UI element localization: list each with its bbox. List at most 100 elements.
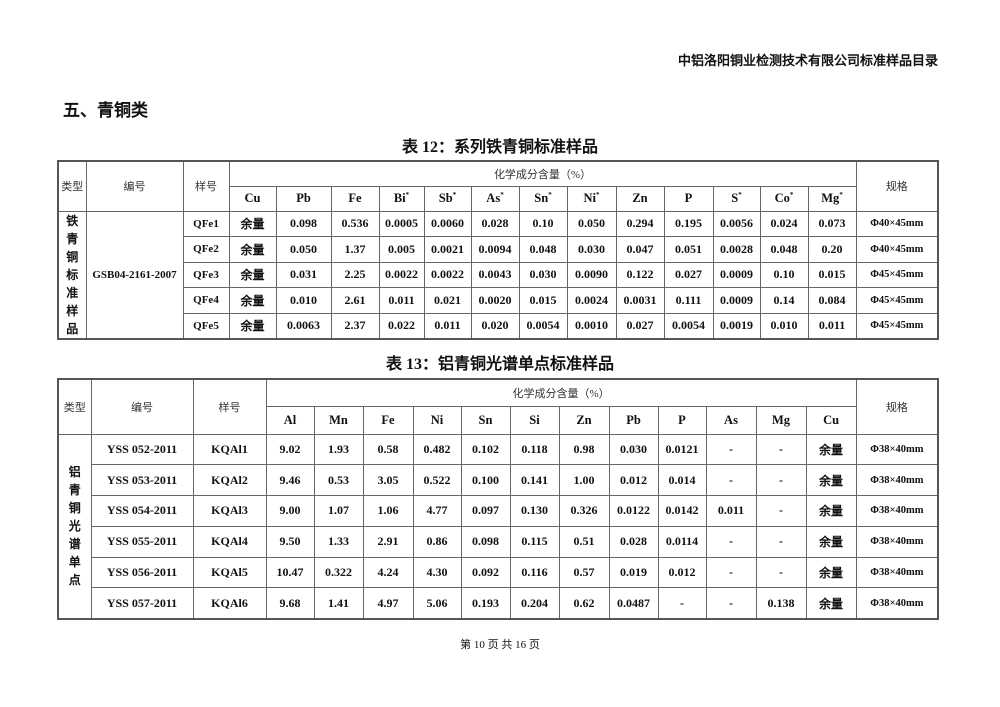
sample-cell: QFe5 — [182, 312, 230, 339]
value-cell: 0.0054 — [518, 312, 568, 339]
code-cell: YSS 053-2011 — [90, 464, 194, 497]
element-symbol: Mg — [821, 191, 840, 205]
element-header: Co* — [759, 185, 809, 212]
value-cell: 余量 — [228, 210, 277, 237]
value-cell: 0.141 — [509, 464, 560, 497]
element-header: Bi* — [378, 185, 425, 212]
value-cell: - — [755, 556, 807, 589]
spec-cell: Φ45×45mm — [855, 312, 939, 339]
element-symbol: Mn — [329, 412, 348, 427]
footnote-mark: * — [548, 191, 552, 199]
value-cell: 0.0043 — [470, 261, 520, 288]
code-cell: YSS 055-2011 — [90, 525, 194, 558]
footnote-mark: * — [500, 191, 504, 199]
value-cell: - — [705, 556, 757, 589]
type-label: 铝青铜光谱单点 — [68, 465, 81, 588]
value-cell: 0.0121 — [657, 433, 707, 466]
section-title: 五、青铜类 — [63, 101, 148, 120]
value-cell: 0.073 — [807, 210, 857, 237]
element-header: Fe — [330, 185, 380, 212]
value-cell: 0.027 — [615, 312, 665, 339]
table-row: QFe5 余量 0.0063 2.37 0.022 0.011 0.020 0.0054 0.0… — [58, 312, 939, 339]
spec-cell: Φ38×40mm — [855, 495, 939, 527]
value-cell: 0.0063 — [275, 312, 332, 339]
value-cell: 9.50 — [265, 525, 315, 558]
value-cell: 2.61 — [330, 287, 380, 314]
value-cell: 0.050 — [275, 236, 332, 263]
value-cell: 0.051 — [663, 236, 714, 263]
value-cell: 0.030 — [518, 261, 568, 288]
value-cell: 0.0019 — [712, 312, 761, 339]
table-row: QFe3 余量 0.031 2.25 0.0022 0.0022 0.0043 0.030 0.… — [58, 261, 939, 288]
value-cell: 0.20 — [807, 236, 857, 263]
element-header: Ni* — [566, 185, 617, 212]
element-header: Sn* — [518, 185, 568, 212]
element-symbol: Ni — [430, 412, 444, 427]
value-cell: 0.028 — [608, 525, 659, 558]
value-cell: 0.0028 — [712, 236, 761, 263]
element-symbol: Fe — [381, 412, 395, 427]
element-header: S* — [712, 185, 761, 212]
header-sample: 样号 — [192, 378, 267, 435]
value-cell: 0.193 — [460, 587, 511, 620]
value-cell: 余量 — [228, 312, 277, 339]
element-symbol: As — [724, 412, 738, 427]
table13-aluminum-bronze: 类型 编号 样号 化学成分含量（%） 规格 Al Mn Fe Ni Sn Si Zn Pb P A… — [57, 378, 940, 620]
value-cell: 0.62 — [558, 587, 610, 620]
header-sample: 样号 — [182, 160, 230, 212]
sample-cell: QFe4 — [182, 287, 230, 314]
header-composition: 化学成分含量（%） — [228, 160, 857, 187]
value-cell: 4.30 — [412, 556, 462, 589]
sample-cell: KQAl6 — [192, 587, 267, 620]
value-cell: - — [705, 464, 757, 497]
element-header: Sn — [460, 405, 511, 435]
spec-cell: Φ38×40mm — [855, 587, 939, 620]
element-header: Mg — [755, 405, 807, 435]
value-cell: - — [705, 433, 757, 466]
element-header: As — [705, 405, 757, 435]
value-cell: 0.57 — [558, 556, 610, 589]
code-cell: YSS 052-2011 — [90, 433, 194, 466]
value-cell: 0.118 — [509, 433, 560, 466]
value-cell: 3.05 — [362, 464, 414, 497]
value-cell: 余量 — [805, 495, 857, 527]
element-header: Mg* — [807, 185, 857, 212]
table-row: YSS 056-2011 KQAl5 10.47 0.322 4.24 4.30 0.092… — [58, 556, 939, 589]
value-cell: 0.130 — [509, 495, 560, 527]
sample-cell: KQAl3 — [192, 495, 267, 527]
value-cell: 9.00 — [265, 495, 315, 527]
header-type: 类型 — [57, 160, 87, 212]
type-label-cell: 铁青铜标准样品 — [57, 210, 87, 339]
element-symbol: P — [684, 191, 693, 205]
value-cell: 0.195 — [663, 210, 714, 237]
value-cell: 0.522 — [412, 464, 462, 497]
value-cell: 0.020 — [470, 312, 520, 339]
value-cell: 0.10 — [518, 210, 568, 237]
header-spec: 规格 — [855, 378, 939, 435]
table12-caption: 表 12：系列铁青铜标准样品 — [401, 139, 598, 156]
value-cell: 0.015 — [518, 287, 568, 314]
spec-cell: Φ40×45mm — [855, 236, 939, 263]
value-cell: 0.86 — [412, 525, 462, 558]
value-cell: 1.33 — [313, 525, 364, 558]
value-cell: 0.012 — [657, 556, 707, 589]
type-label-cell: 铝青铜光谱单点 — [57, 433, 92, 620]
value-cell: 0.0022 — [423, 261, 472, 288]
element-symbol: Sn — [534, 191, 549, 205]
element-symbol: Fe — [348, 191, 362, 205]
element-symbol: Mg — [771, 412, 791, 427]
element-header: Pb — [608, 405, 659, 435]
value-cell: 0.0010 — [566, 312, 617, 339]
sample-cell: KQAl1 — [192, 433, 267, 466]
value-cell: - — [705, 587, 757, 620]
value-cell: 1.00 — [558, 464, 610, 497]
value-cell: 2.25 — [330, 261, 380, 288]
value-cell: 4.24 — [362, 556, 414, 589]
value-cell: - — [705, 525, 757, 558]
element-header: Pb — [275, 185, 332, 212]
value-cell: 0.482 — [412, 433, 462, 466]
value-cell: 0.0114 — [657, 525, 707, 558]
value-cell: 0.0054 — [663, 312, 714, 339]
value-cell: 0.0020 — [470, 287, 520, 314]
value-cell: 0.322 — [313, 556, 364, 589]
